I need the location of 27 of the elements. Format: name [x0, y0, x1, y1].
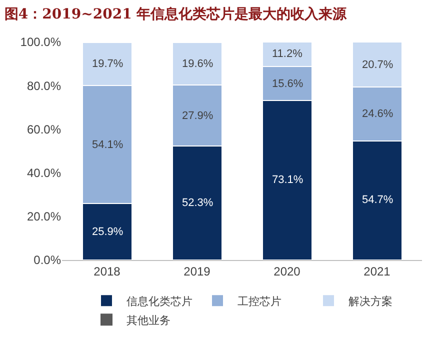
data-label: 25.9% [92, 226, 124, 238]
data-label: 15.6% [272, 78, 304, 90]
data-label: 52.3% [182, 197, 214, 209]
data-label: 24.6% [362, 108, 394, 120]
y-tick-label: 20.0% [26, 210, 62, 224]
data-label: 19.6% [182, 58, 214, 70]
y-tick-label: 100.0% [20, 35, 62, 50]
y-tick-label: 60.0% [26, 122, 62, 136]
x-tick-label: 2021 [364, 264, 391, 278]
data-label: 27.9% [182, 110, 214, 122]
y-tick-label: 80.0% [26, 78, 62, 93]
x-tick-label: 2020 [274, 264, 301, 278]
x-tick-label: 2018 [94, 264, 121, 278]
data-label: 20.7% [362, 59, 394, 71]
y-tick-label: 0.0% [34, 253, 62, 268]
data-label: 19.7% [92, 58, 124, 70]
legend-label: 工控芯片 [238, 294, 282, 308]
data-label: 54.1% [92, 139, 124, 151]
legend-label: 信息化类芯片 [126, 294, 192, 308]
data-label: 73.1% [272, 174, 304, 186]
chart-title: 图4：2019~2021 年信息化类芯片是最大的收入来源 [4, 6, 348, 22]
legend-label: 其他业务 [126, 314, 170, 327]
data-label: 11.2% [272, 48, 303, 60]
data-label: 54.7% [362, 194, 394, 206]
legend-label: 解决方案 [348, 294, 392, 308]
x-tick-label: 2019 [184, 264, 211, 278]
y-tick-label: 40.0% [26, 166, 62, 180]
